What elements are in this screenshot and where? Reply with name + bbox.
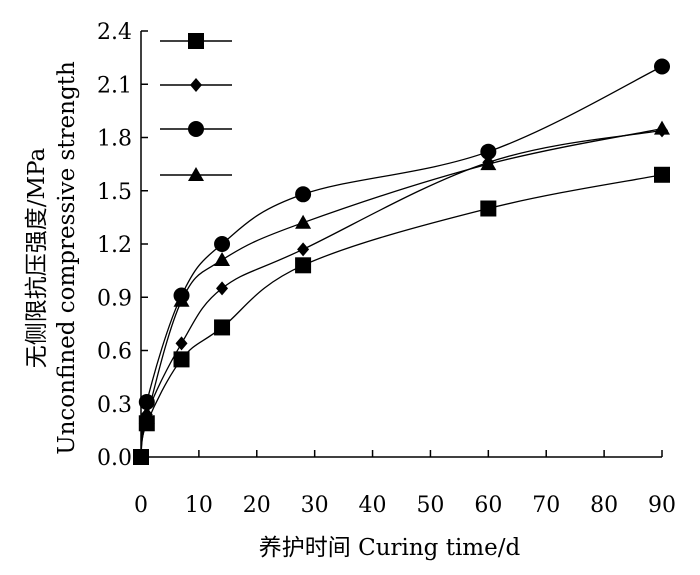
x-tick-label: 0	[134, 493, 148, 518]
data-point-circle	[214, 236, 231, 252]
x-tick-label: 90	[648, 493, 676, 518]
y-tick-label: 0.9	[97, 286, 132, 311]
x-tick-label: 30	[301, 493, 329, 518]
data-point-square	[295, 257, 312, 274]
series-line-diamond	[140, 129, 663, 458]
data-point-triangle	[654, 120, 670, 135]
y-axis-title-line-2: Unconfined compressive strength	[54, 61, 80, 455]
legend-marker-diamond	[190, 78, 202, 92]
y-tick-label: 0.3	[97, 393, 132, 418]
y-tick-label: 0.6	[97, 340, 132, 365]
series-square	[133, 166, 670, 465]
series-circle	[133, 58, 670, 465]
data-point-square	[480, 200, 497, 217]
legend-marker-square	[188, 33, 204, 49]
x-axis-title: 养护时间 Curing time/d	[259, 535, 521, 561]
series-line-circle	[140, 65, 663, 458]
y-axis-title-line-1: 无侧限抗压强度/MPa	[24, 147, 50, 368]
x-tick-label: 60	[474, 493, 502, 518]
series-triangle	[133, 120, 670, 463]
series-line-triangle	[140, 127, 663, 458]
data-point-circle	[654, 58, 670, 75]
data-point-diamond	[216, 281, 229, 296]
x-tick-label: 20	[243, 493, 271, 518]
data-point-circle	[295, 186, 312, 203]
data-point-circle	[480, 143, 497, 160]
data-point-triangle	[295, 214, 312, 229]
data-point-triangle	[138, 409, 155, 424]
y-tick-label: 0.0	[97, 446, 132, 471]
data-point-triangle	[214, 251, 231, 266]
y-tick-label: 2.4	[97, 20, 132, 45]
x-tick-label: 40	[359, 493, 387, 518]
data-point-diamond	[297, 242, 310, 257]
x-tick-label: 70	[532, 493, 560, 518]
data-point-square	[214, 319, 231, 336]
data-point-diamond	[175, 336, 188, 351]
legend-marker-triangle	[188, 167, 204, 181]
y-tick-label: 1.2	[97, 233, 132, 258]
x-tick-label: 10	[185, 493, 213, 518]
y-tick-label: 2.1	[97, 73, 132, 98]
legend-marker-circle	[188, 121, 204, 137]
data-point-triangle	[133, 449, 149, 463]
x-tick-label: 50	[416, 493, 444, 518]
data-point-triangle	[480, 156, 497, 171]
y-tick-label: 1.8	[97, 127, 132, 152]
y-tick-label: 1.5	[97, 180, 132, 205]
data-point-triangle	[173, 292, 190, 307]
data-point-square	[654, 166, 670, 183]
data-point-circle	[138, 393, 155, 410]
series-line-square	[140, 174, 663, 458]
legend	[160, 33, 232, 181]
x-tick-label: 80	[590, 493, 618, 518]
data-point-square	[173, 351, 190, 368]
